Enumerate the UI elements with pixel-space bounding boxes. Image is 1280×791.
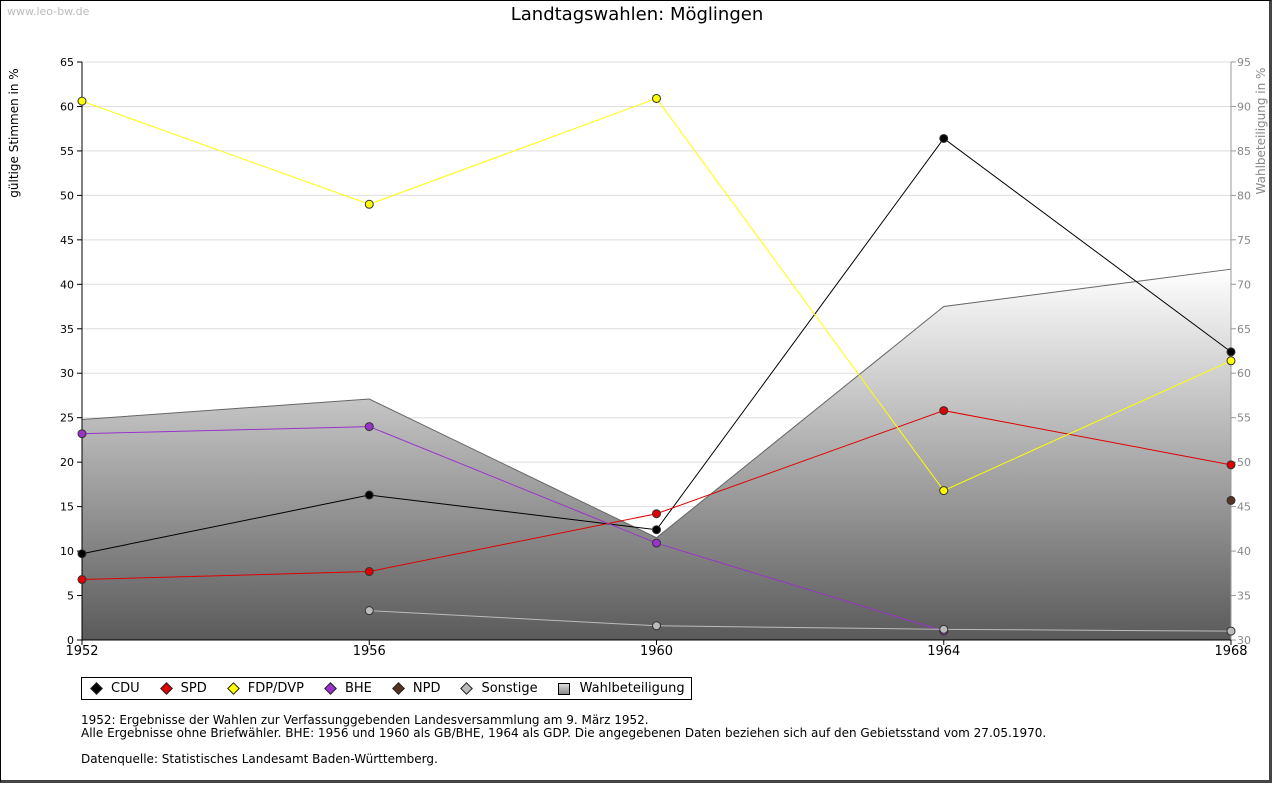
legend-label: CDU bbox=[111, 681, 140, 696]
y2-tick-label: 75 bbox=[1237, 234, 1251, 247]
data-point-cdu bbox=[939, 133, 949, 143]
y-tick-label: 50 bbox=[60, 189, 74, 202]
y-tick-label: 15 bbox=[60, 501, 74, 514]
legend: CDU SPD FDP/DVP BHE NPD Sonstige Wahlbet… bbox=[81, 677, 692, 700]
x-tick-label: 1968 bbox=[1214, 644, 1247, 659]
legend-label: NPD bbox=[412, 681, 441, 696]
data-point-fdp-dvp bbox=[364, 199, 374, 209]
legend-item-spd[interactable]: SPD bbox=[156, 681, 207, 696]
legend-item-wahlbeteiligung[interactable]: Wahlbeteiligung bbox=[554, 681, 685, 696]
y2-tick-label: 45 bbox=[1237, 501, 1251, 514]
legend-label: Wahlbeteiligung bbox=[579, 681, 685, 696]
diamond-marker-icon bbox=[460, 682, 474, 695]
legend-item-bhe[interactable]: BHE bbox=[320, 681, 372, 696]
legend-item-sonstige[interactable]: Sonstige bbox=[456, 681, 538, 696]
y2-tick-label: 60 bbox=[1237, 367, 1251, 380]
footnotes: 1952: Ergebnisse der Wahlen zur Verfassu… bbox=[81, 714, 1046, 766]
legend-item-npd[interactable]: NPD bbox=[388, 681, 441, 696]
series-line-bhe bbox=[81, 426, 944, 632]
data-point-bhe bbox=[77, 429, 87, 439]
y-tick-label: 45 bbox=[60, 234, 74, 247]
y2-tick-label: 70 bbox=[1237, 278, 1251, 291]
watermark: www.leo-bw.de bbox=[7, 5, 90, 18]
y-tick-label: 5 bbox=[67, 590, 74, 603]
legend-label: FDP/DVP bbox=[247, 681, 304, 696]
y-tick-label: 25 bbox=[60, 412, 74, 425]
data-point-sonstige bbox=[939, 624, 949, 634]
legend-label: BHE bbox=[344, 681, 372, 696]
y2-tick-label: 80 bbox=[1237, 189, 1251, 202]
y-tick-label: 30 bbox=[60, 367, 74, 380]
footnote-1: 1952: Ergebnisse der Wahlen zur Verfassu… bbox=[81, 713, 649, 727]
legend-item-fdp-dvp[interactable]: FDP/DVP bbox=[223, 681, 304, 696]
turnout-line bbox=[81, 268, 1232, 539]
y-tick-label: 10 bbox=[60, 545, 74, 558]
data-point-bhe bbox=[652, 538, 661, 548]
data-point-fdp-dvp bbox=[939, 486, 949, 496]
data-point-bhe bbox=[364, 422, 374, 432]
y2-tick-label: 55 bbox=[1237, 412, 1251, 425]
legend-label: SPD bbox=[180, 681, 207, 696]
diamond-marker-icon bbox=[90, 682, 103, 695]
y-tick-label: 20 bbox=[60, 456, 74, 469]
data-point-cdu bbox=[364, 490, 374, 500]
y-tick-label: 40 bbox=[60, 278, 74, 291]
legend-label: Sonstige bbox=[481, 681, 538, 696]
y2-tick-label: 50 bbox=[1237, 456, 1251, 469]
y-tick-label: 60 bbox=[60, 100, 74, 113]
y-tick-label: 0 bbox=[67, 634, 74, 647]
y2-tick-label: 65 bbox=[1237, 323, 1251, 336]
data-point-spd bbox=[939, 406, 949, 416]
y2-tick-label: 85 bbox=[1237, 145, 1251, 158]
data-point-fdp-dvp bbox=[652, 93, 661, 103]
x-tick-label: 1956 bbox=[353, 644, 386, 659]
x-tick-label: 1952 bbox=[65, 644, 98, 659]
data-point-npd bbox=[1226, 495, 1236, 505]
turnout-area bbox=[82, 269, 1231, 640]
diamond-marker-icon bbox=[392, 682, 405, 695]
y2-tick-label: 40 bbox=[1237, 545, 1251, 558]
diamond-marker-icon bbox=[226, 682, 240, 695]
data-point-sonstige bbox=[652, 621, 661, 631]
y2-tick-label: 35 bbox=[1237, 590, 1251, 603]
data-point-cdu bbox=[652, 525, 661, 535]
y-axis-label: gültige Stimmen in % bbox=[7, 68, 21, 197]
data-point-spd bbox=[364, 567, 374, 577]
legend-item-cdu[interactable]: CDU bbox=[86, 681, 140, 696]
diamond-marker-icon bbox=[324, 682, 337, 695]
x-tick-label: 1960 bbox=[640, 644, 673, 659]
data-point-spd bbox=[77, 575, 87, 585]
data-point-fdp-dvp bbox=[1226, 356, 1236, 366]
y-tick-label: 65 bbox=[60, 56, 74, 69]
data-point-cdu bbox=[1226, 347, 1236, 357]
chart-title: Landtagswahlen: Möglingen bbox=[510, 4, 764, 25]
y2-tick-label: 95 bbox=[1237, 56, 1251, 69]
data-point-spd bbox=[1226, 460, 1236, 470]
data-point-cdu bbox=[77, 549, 87, 559]
data-point-sonstige bbox=[1226, 626, 1236, 636]
data-point-fdp-dvp bbox=[77, 96, 87, 106]
y2-axis-label: Wahlbeteiligung in % bbox=[1254, 68, 1268, 195]
area-swatch-icon bbox=[557, 682, 570, 695]
footnote-2: Alle Ergebnisse ohne Briefwähler. BHE: 1… bbox=[81, 726, 1047, 740]
data-point-sonstige bbox=[364, 606, 374, 616]
data-point-spd bbox=[652, 509, 661, 519]
data-source: Datenquelle: Statistisches Landesamt Bad… bbox=[81, 752, 438, 766]
y-tick-label: 35 bbox=[60, 323, 74, 336]
y-tick-label: 55 bbox=[60, 145, 74, 158]
series-line-sonstige bbox=[369, 610, 1232, 632]
y2-tick-label: 30 bbox=[1237, 634, 1251, 647]
diamond-marker-icon bbox=[159, 682, 173, 695]
y2-tick-label: 90 bbox=[1237, 100, 1251, 113]
x-tick-label: 1964 bbox=[927, 644, 960, 659]
